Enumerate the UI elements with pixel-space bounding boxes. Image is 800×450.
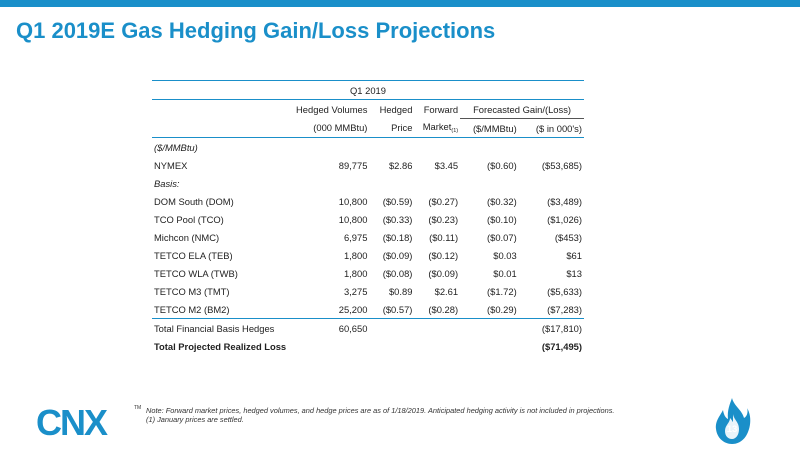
empty-cell — [414, 319, 460, 338]
header-hedged: Hedged — [379, 103, 413, 115]
units-label-row: ($/MMBtu) — [152, 138, 584, 157]
header-market-label: Market — [422, 121, 452, 133]
footnotes: Note: Forward market prices, hedged volu… — [146, 406, 614, 424]
period-header-row: Q1 2019 — [152, 80, 584, 100]
row-volume: 1,800 — [343, 267, 368, 279]
basis-label-row: Basis: — [152, 174, 584, 192]
row-total: ($1,026) — [547, 213, 582, 225]
row-forward: ($0.11) — [429, 231, 459, 243]
row-hedged-price: ($0.59) — [382, 195, 413, 207]
header-units: (000 MMBtu) — [284, 118, 370, 138]
note-line: Note: Forward market prices, hedged volu… — [146, 406, 615, 415]
table-row-nymex: NYMEX 89,775 $2.86 $3.45 ($0.60) ($53,68… — [152, 156, 584, 174]
row-name: TETCO WLA (TWB) — [154, 267, 238, 279]
row-name: TETCO M2 (BM2) — [152, 300, 285, 319]
header-forward: Forward — [423, 103, 459, 115]
row-total: ($53,685) — [541, 159, 582, 171]
flame-icon — [715, 398, 751, 444]
column-header-row-2: (000 MMBtu) Price Market(1) ($/MMBtu) ($… — [152, 118, 584, 138]
row-forward: ($0.27) — [428, 195, 459, 207]
empty-cell — [460, 319, 519, 338]
footnote-marker: (1) — [451, 128, 459, 135]
row-total: $61 — [566, 249, 582, 261]
row-total: ($453) — [554, 231, 582, 243]
table-row: TETCO ELA (TEB) 1,800 ($0.09) ($0.12) $0… — [152, 246, 584, 264]
row-name: TCO Pool (TCO) — [154, 213, 224, 225]
row-per-mmbtu: $0.03 — [493, 249, 517, 261]
row-forward: ($0.23) — [428, 213, 459, 225]
row-total: $13 — [566, 267, 582, 279]
row-total: ($3,489) — [547, 195, 582, 207]
row-total: ($17,810) — [541, 322, 582, 334]
table-row: TETCO M2 (BM2) 25,200 ($0.57) ($0.28) ($… — [152, 300, 584, 319]
row-hedged-price: ($0.08) — [382, 267, 413, 279]
header-forecasted-gain-loss: Forecasted Gain/(Loss) — [460, 99, 584, 119]
row-volume: 25,200 — [284, 300, 370, 319]
row-volume: 89,775 — [338, 159, 368, 171]
column-header-row-1: Hedged Volumes Hedged Forward Forecasted… — [152, 99, 584, 119]
header-hedged-volumes: Hedged Volumes — [296, 103, 368, 115]
row-hedged-price: ($0.33) — [382, 213, 413, 225]
row-per-mmbtu: ($0.29) — [460, 300, 519, 319]
row-volume: 10,800 — [338, 213, 368, 225]
table-row: DOM South (DOM) 10,800 ($0.59) ($0.27) (… — [152, 192, 584, 210]
header-blank — [152, 118, 285, 138]
page-title: Q1 2019E Gas Hedging Gain/Loss Projectio… — [16, 18, 496, 43]
row-name: DOM South (DOM) — [154, 195, 234, 207]
total-basis-row: Total Financial Basis Hedges 60,650 ($17… — [152, 319, 584, 338]
row-per-mmbtu: ($0.07) — [486, 231, 517, 243]
row-hedged-price: $2.86 — [388, 159, 413, 171]
row-name: Michcon (NMC) — [154, 231, 220, 243]
row-name: NYMEX — [154, 159, 188, 171]
period-label: Q1 2019 — [152, 80, 584, 100]
hedging-table: Q1 2019 Hedged Volumes Hedged Forward Fo… — [152, 80, 584, 355]
row-forward: $3.45 — [434, 159, 459, 171]
table-row: TETCO M3 (TMT) 3,275 $0.89 $2.61 ($1.72)… — [152, 282, 584, 300]
row-volume: 1,800 — [343, 249, 368, 261]
row-volume: 3,275 — [343, 285, 368, 297]
header-per-mmbtu: ($/MMBtu) — [460, 118, 519, 138]
row-forward: ($0.28) — [414, 300, 461, 319]
empty-cell — [369, 319, 414, 338]
grand-total-row: Total Projected Realized Loss ($71,495) — [152, 337, 584, 355]
header-price: Price — [369, 118, 415, 138]
row-per-mmbtu: ($0.60) — [486, 159, 517, 171]
trademark-mark: TM — [134, 405, 142, 411]
footnote-line: (1) January prices are settled. — [146, 415, 244, 424]
grand-total-value: ($71,495) — [541, 340, 582, 352]
cnx-logo: CNX — [36, 404, 110, 440]
row-per-mmbtu: ($1.72) — [486, 285, 517, 297]
header-blank — [152, 100, 285, 119]
row-per-mmbtu: ($0.32) — [486, 195, 517, 207]
row-forward: ($0.12) — [428, 249, 459, 261]
row-per-mmbtu: ($0.10) — [486, 213, 517, 225]
table-row: TCO Pool (TCO) 10,800 ($0.33) ($0.23) ($… — [152, 210, 584, 228]
page-number: 13 — [726, 424, 738, 435]
row-volume: 60,650 — [338, 322, 368, 334]
row-hedged-price: ($0.57) — [369, 300, 415, 319]
row-volume: 6,975 — [343, 231, 368, 243]
top-accent-bar — [0, 0, 800, 7]
table-row: Michcon (NMC) 6,975 ($0.18) ($0.11) ($0.… — [152, 228, 584, 246]
row-hedged-price: ($0.18) — [382, 231, 413, 243]
row-hedged-price: ($0.09) — [382, 249, 413, 261]
grand-total-label: Total Projected Realized Loss — [154, 340, 287, 352]
row-forward: $2.61 — [434, 285, 459, 297]
header-in-thousands: ($ in 000's) — [518, 118, 584, 138]
row-total: ($5,633) — [547, 285, 582, 297]
table-row: TETCO WLA (TWB) 1,800 ($0.08) ($0.09) $0… — [152, 264, 584, 282]
row-total: ($7,283) — [518, 300, 584, 319]
units-label: ($/MMBtu) — [154, 141, 198, 153]
header-market: Market(1) — [414, 118, 461, 138]
row-volume: 10,800 — [338, 195, 368, 207]
row-name: TETCO M3 (TMT) — [154, 285, 230, 297]
row-forward: ($0.09) — [428, 267, 459, 279]
row-per-mmbtu: $0.01 — [493, 267, 517, 279]
logo-text: CNX — [36, 404, 108, 440]
basis-label: Basis: — [154, 177, 180, 189]
row-name: Total Financial Basis Hedges — [154, 322, 275, 334]
row-hedged-price: $0.89 — [388, 285, 413, 297]
row-name: TETCO ELA (TEB) — [154, 249, 233, 261]
